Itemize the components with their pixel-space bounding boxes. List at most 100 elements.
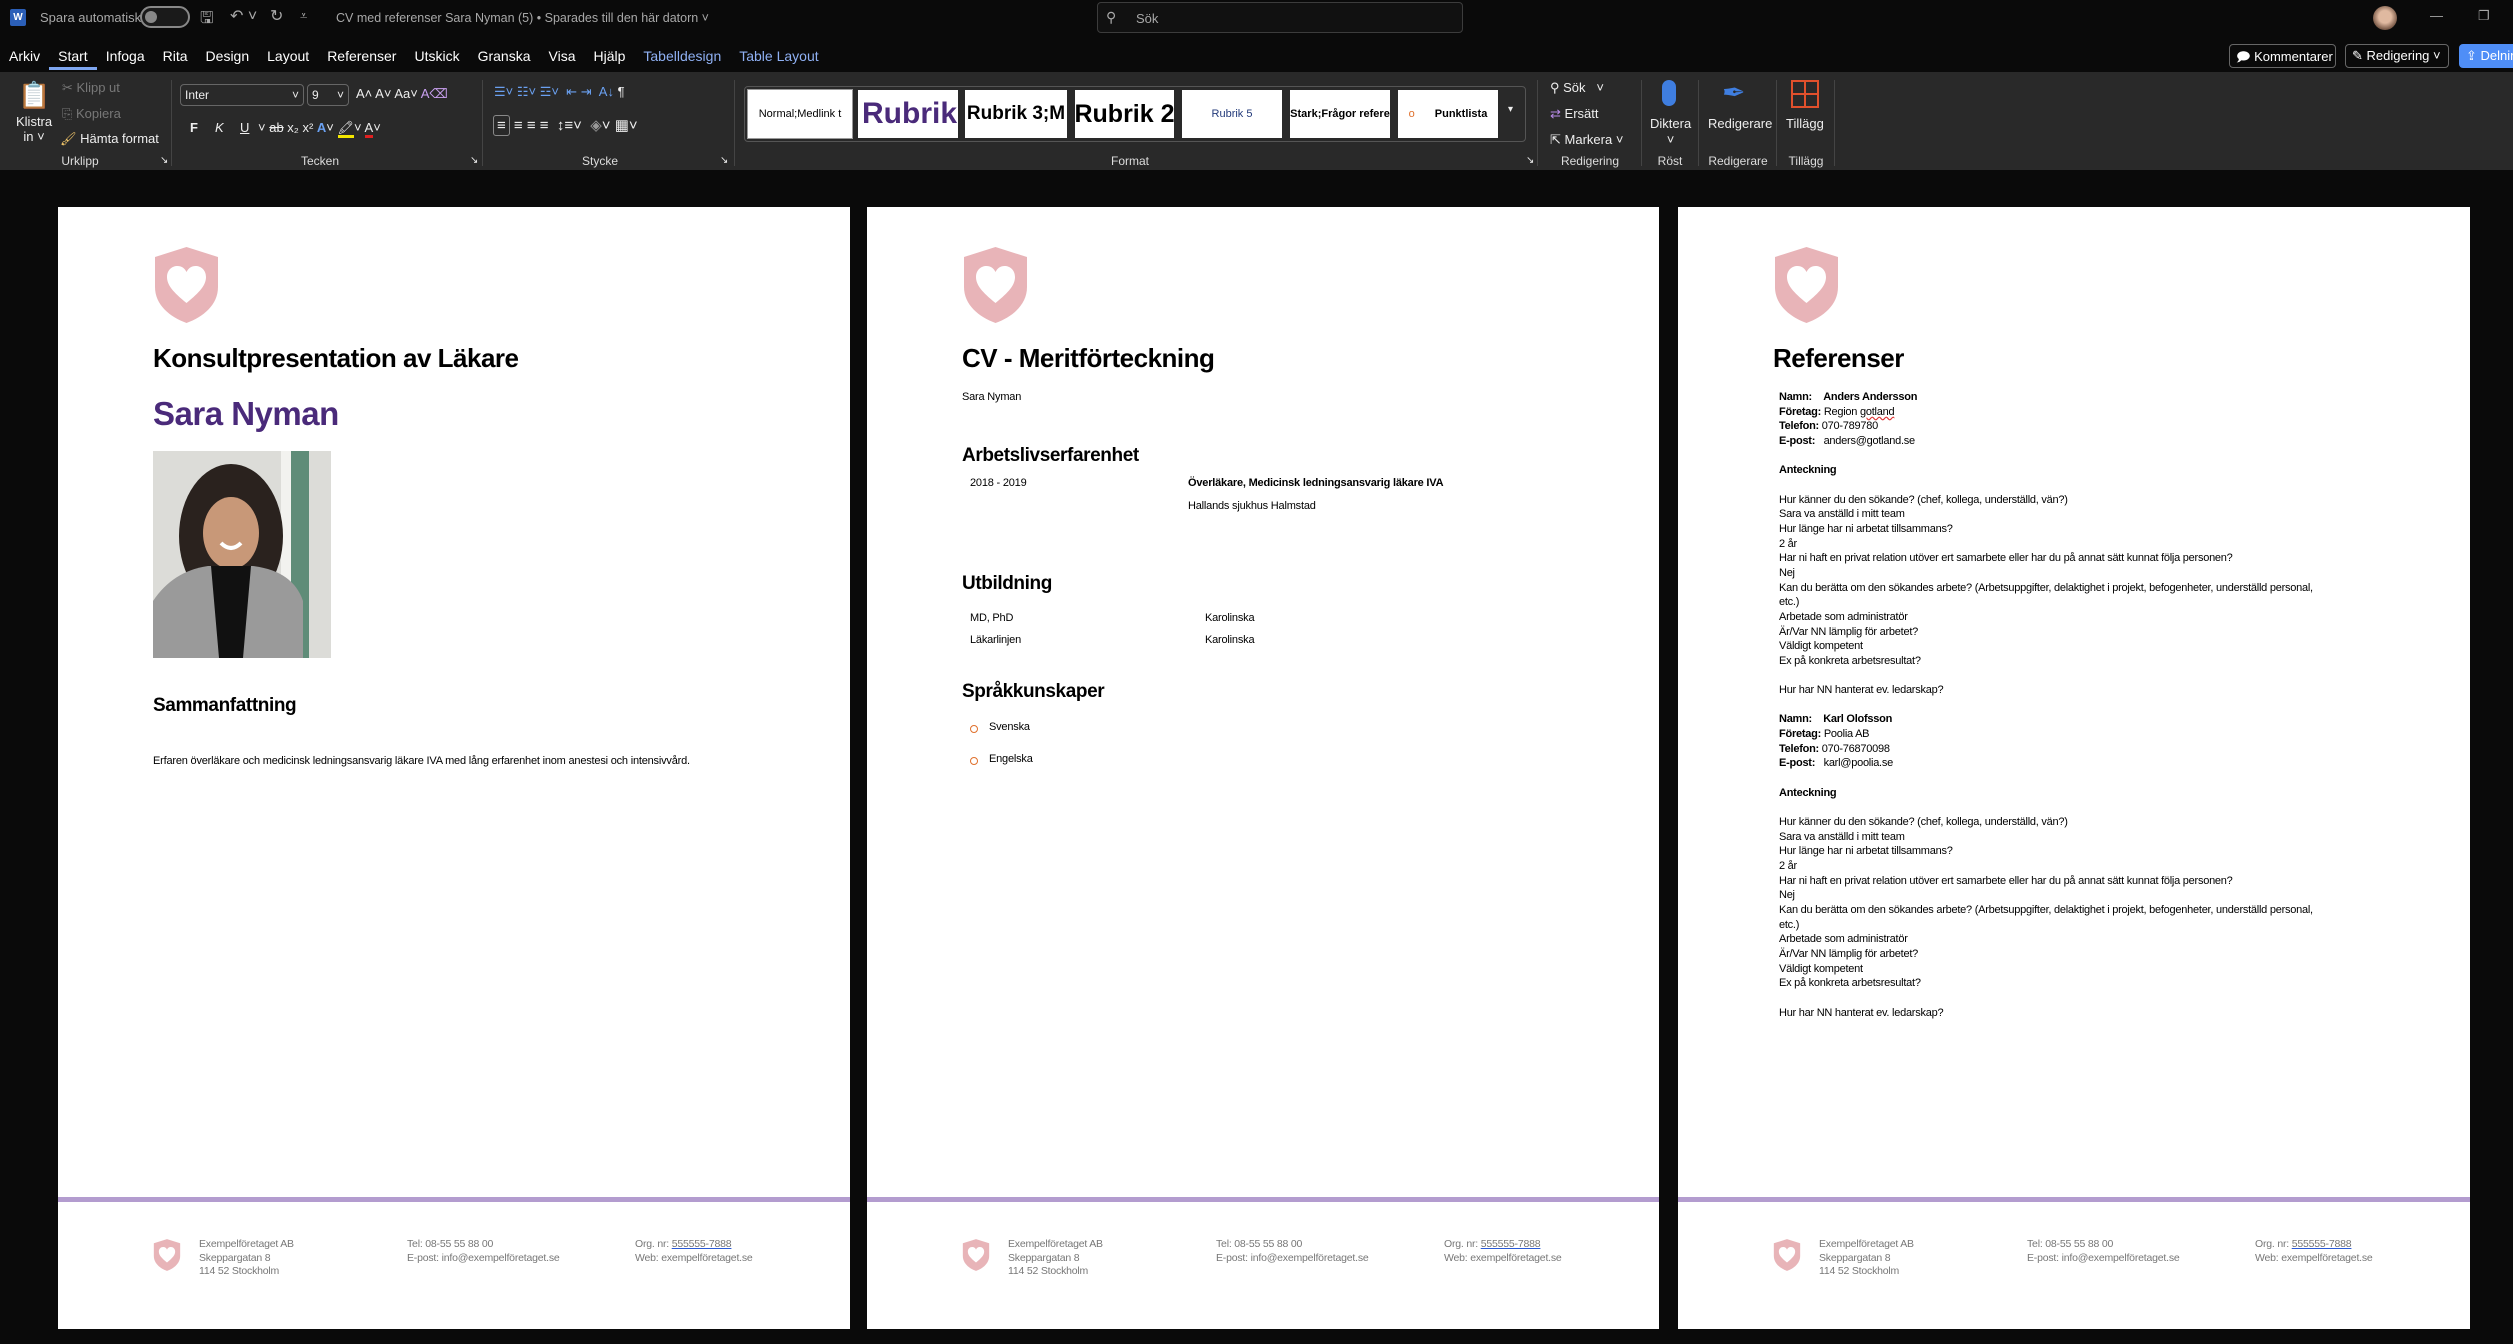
dialog-launcher-icon[interactable]: ↘ (1526, 155, 1535, 166)
align-buttons[interactable]: ≡ ≡ ≡ ≡ ↕≡˅ ◈˅ ▦˅ (493, 115, 638, 136)
footer-org-number[interactable]: 555555-7888 (671, 1238, 732, 1250)
style-rubrik-3[interactable]: Rubrik 3;M (965, 90, 1067, 138)
comments-button[interactable]: 🗩 Kommentarer (2229, 44, 2336, 68)
find-label: Sök (1563, 80, 1586, 95)
dictate-button[interactable]: Diktera ˅ (1650, 116, 1692, 147)
style-rubrik[interactable]: Rubrik (858, 90, 958, 138)
italic-button[interactable]: K (215, 120, 224, 135)
footer-address: Exempelföretaget AB Skeppargatan 8 114 52 … (1008, 1238, 1103, 1279)
bold-button[interactable]: F (190, 120, 198, 135)
footer-org-number[interactable]: 555555-7888 (1480, 1238, 1541, 1250)
page-1[interactable]: Konsultpresentation av Läkare Sara Nyman… (58, 207, 850, 1329)
qa-line: Arbetade som administratör (1779, 933, 1908, 946)
customize-icon[interactable]: ⩡ (300, 8, 308, 23)
tab-granska[interactable]: Granska (477, 48, 531, 64)
tab-design[interactable]: Design (205, 48, 250, 64)
shield-heart-logo (1775, 247, 1838, 323)
footer-address: Exempelföretaget AB Skeppargatan 8 114 52 … (199, 1238, 294, 1279)
font-name-select[interactable]: Inter ˅ (180, 84, 304, 106)
footer-city: 114 52 Stockholm (1008, 1265, 1089, 1277)
dialog-launcher-icon[interactable]: ↘ (720, 155, 729, 166)
style-punktlista-label: Punktlista (1434, 108, 1488, 120)
tab-start[interactable]: Start (49, 44, 97, 70)
bullet-icon: o (1408, 108, 1415, 120)
save-status: Sparades till den här datorn (544, 11, 699, 25)
tab-tabelldesign[interactable]: Tabelldesign (643, 48, 722, 64)
ribbon-tabs: Arkiv Start Infoga Rita Design Layout Re… (0, 44, 828, 70)
find-button[interactable]: ⚲ Sök ˅ (1550, 80, 1604, 95)
share-button[interactable]: ⇪ Delning (2459, 44, 2513, 68)
summary-heading: Sammanfattning (153, 695, 297, 716)
search-box[interactable]: ⚲ Sök (1097, 2, 1463, 33)
restore-icon[interactable]: ❐ (2478, 8, 2490, 23)
qa-line: Hur känner du den sökande? (chef, kolleg… (1779, 493, 2068, 506)
format-painter-button[interactable]: 🖌 Hämta format (60, 131, 159, 147)
education-heading: Utbildning (962, 573, 1052, 594)
work-period: 2018 - 2019 (970, 477, 1027, 489)
dialog-launcher-icon[interactable]: ↘ (470, 155, 479, 166)
share-icon: ⇪ (2466, 48, 2477, 63)
page-3[interactable]: Referenser Namn: Anders Andersson Företag… (1678, 207, 2470, 1329)
font-size-value: 9 (312, 88, 319, 102)
phone-label: Telefon: (1779, 420, 1819, 433)
paste-button[interactable]: Klistra in ˅ (16, 114, 53, 144)
document-title[interactable]: CV med referenser Sara Nyman (5) • Spara… (336, 11, 709, 25)
footer-org-label: Org. nr: (635, 1238, 672, 1250)
styles-more-button[interactable]: ▾ (1508, 104, 1514, 115)
dialog-launcher-icon[interactable]: ↘ (160, 155, 169, 166)
qa-line: Nej (1779, 889, 1795, 902)
redo-icon[interactable]: ↻ (270, 8, 284, 25)
summary-text: Erfaren överläkare och medicinsk ledning… (153, 755, 690, 767)
autosave-toggle[interactable] (140, 6, 190, 28)
style-normal[interactable]: Normal;Medlink t (747, 89, 853, 139)
tab-layout[interactable]: Layout (267, 48, 310, 64)
format-painter-label: Hämta format (80, 131, 159, 146)
qa-line: etc.) (1779, 596, 1800, 609)
style-rubrik-5[interactable]: Rubrik 5 (1182, 90, 1282, 138)
ref-name: Anders Andersson (1823, 391, 1918, 403)
replace-button[interactable]: ⇄ Ersätt (1550, 106, 1599, 122)
styles-gallery (744, 86, 1526, 142)
tab-utskick[interactable]: Utskick (414, 48, 460, 64)
select-button[interactable]: ⇱ Markera ˅ (1550, 132, 1624, 147)
tab-visa[interactable]: Visa (548, 48, 576, 64)
undo-icon[interactable]: ↶ ˅ (230, 8, 258, 25)
avatar[interactable] (2373, 6, 2397, 30)
page-2[interactable]: CV - Meritförteckning Sara Nyman Arbetsl… (867, 207, 1659, 1329)
save-icon[interactable]: 🖫 (200, 10, 214, 27)
footer-tel: Tel: 08-55 55 88 00 (2027, 1238, 2114, 1250)
footer-shield-logo (962, 1239, 990, 1271)
editing-mode-button[interactable]: ✎ Redigering ˅ (2345, 44, 2449, 68)
strike-sub-super-icons[interactable]: ˅ ab x₂ x² A˅ 🖍˅ A˅ (258, 120, 381, 138)
style-rubrik-2[interactable]: Rubrik 2 (1075, 90, 1174, 138)
tab-referenser[interactable]: Referenser (327, 48, 397, 64)
style-punktlista[interactable]: o Punktlista (1398, 90, 1498, 138)
group-label-editing: Redigering (1560, 154, 1620, 168)
list-buttons[interactable]: ☰˅ ☷˅ ☲˅ ⇤ ⇥ A↓ ¶ (494, 84, 625, 99)
name-label: Namn: (1779, 713, 1812, 726)
style-stark[interactable]: Stark;Frågor refere (1290, 90, 1390, 138)
addins-button[interactable]: Tillägg (1786, 116, 1824, 131)
doc-name: CV med referenser Sara Nyman (5) (336, 11, 534, 25)
tab-hjalp[interactable]: Hjälp (593, 48, 626, 64)
addins-icon (1791, 80, 1819, 108)
cut-button[interactable]: ✂ Klipp ut (62, 80, 120, 95)
grow-font-icon[interactable]: A˄ A˅ Aa˅ A⌫ (356, 86, 448, 101)
bullet-icon (970, 725, 978, 733)
page-title: CV - Meritförteckning (962, 343, 1215, 373)
footer-org-number[interactable]: 555555-7888 (2291, 1238, 2352, 1250)
font-size-select[interactable]: 9 ˅ (307, 84, 349, 106)
copy-button[interactable]: ⎘ Kopiera (62, 106, 121, 121)
divider (171, 80, 172, 166)
tab-table-layout[interactable]: Table Layout (739, 48, 819, 64)
tab-infoga[interactable]: Infoga (105, 48, 145, 64)
editor-button[interactable]: Redigerare (1708, 116, 1773, 131)
microphone-icon (1662, 80, 1676, 106)
tab-arkiv[interactable]: Arkiv (9, 48, 41, 64)
underline-button[interactable]: U (240, 120, 250, 135)
ref-company: Poolia AB (1823, 728, 1870, 741)
tab-rita[interactable]: Rita (162, 48, 188, 64)
qa-line: Arbetade som administratör (1779, 610, 1908, 623)
minimize-icon[interactable]: — (2430, 8, 2443, 23)
clear-format-icon[interactable]: A⌫ (420, 86, 448, 101)
